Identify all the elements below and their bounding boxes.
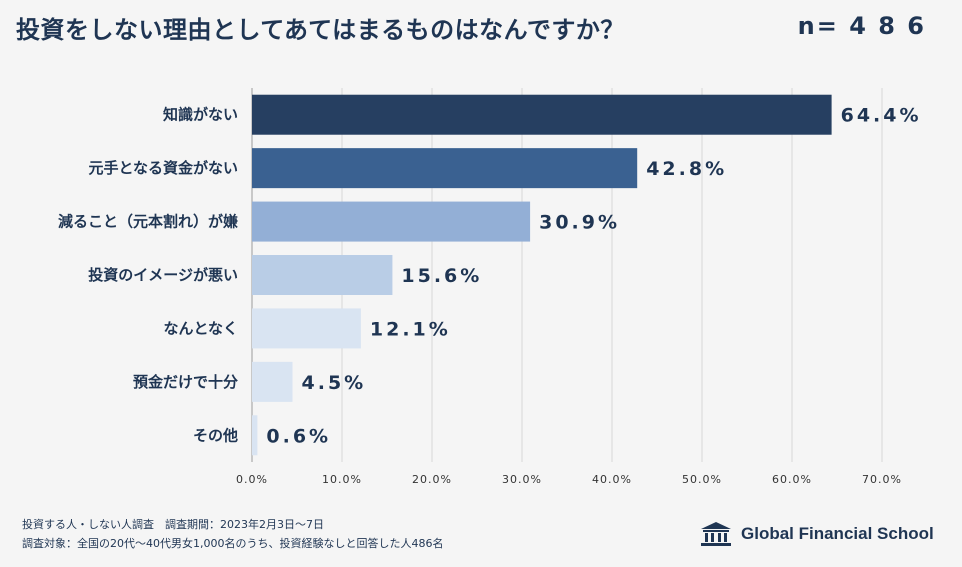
category-label: 預金だけで十分 <box>133 373 238 391</box>
category-label: その他 <box>193 426 238 444</box>
category-label: 投資のイメージが悪い <box>88 266 238 284</box>
value-label: 42.8% <box>646 158 727 180</box>
bar-chart: 0.0% 10.0% 20.0% 30.0% 40.0% 50.0% 60.0% 70.0% 知… <box>58 88 922 486</box>
x-tick-label: 0.0% <box>236 473 268 486</box>
category-label: 元手となる資金がない <box>88 159 238 177</box>
bar <box>252 94 832 135</box>
category-label: 知識がない <box>163 106 238 124</box>
bar <box>252 255 393 295</box>
value-label: 0.6% <box>266 425 331 447</box>
x-tick-label: 40.0% <box>592 473 632 486</box>
value-label: 30.9% <box>539 212 620 234</box>
bar <box>252 308 361 349</box>
value-label: 12.1% <box>370 318 451 340</box>
category-label: なんとなく <box>163 319 238 337</box>
school-building-icon <box>701 522 731 546</box>
company-logo: Global Financial School <box>699 519 934 549</box>
value-label: 4.5% <box>302 372 367 394</box>
x-tick-label: 60.0% <box>772 473 812 486</box>
x-tick-label: 30.0% <box>502 473 542 486</box>
survey-period-note: 投資する人・しない人調査 調査期間：2023年2月3日～7日 <box>22 518 324 531</box>
sample-size: n= 4 8 6 <box>797 12 926 40</box>
x-tick-label: 20.0% <box>412 473 452 486</box>
chart-title: 投資をしない理由としてあてはまるものはなんですか？ <box>16 16 625 44</box>
value-label: 15.6% <box>401 265 482 287</box>
bar <box>252 361 293 402</box>
logo-text: Global Financial School <box>741 524 934 543</box>
category-label: 減ること（元本割れ）が嫌 <box>58 213 238 231</box>
value-label: 64.4% <box>841 105 922 127</box>
bar <box>252 201 531 242</box>
x-tick-label: 50.0% <box>682 473 722 486</box>
bar <box>252 148 638 189</box>
x-tick-label: 10.0% <box>322 473 362 486</box>
x-tick-label: 70.0% <box>862 473 902 486</box>
survey-target-note: 調査対象：全国の20代～40代男女1,000名のうち、投資経験なしと回答した人4… <box>22 537 444 550</box>
bar <box>252 415 258 456</box>
